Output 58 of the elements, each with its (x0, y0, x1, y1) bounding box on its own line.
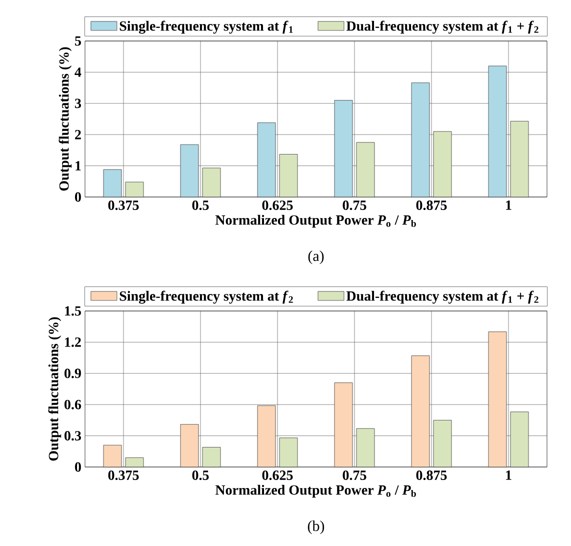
y-tick-label: 4 (74, 68, 82, 77)
bar (488, 332, 507, 468)
y-tick-label: 0 (75, 462, 81, 472)
bar (202, 168, 221, 198)
text: (b) (308, 520, 324, 534)
bar (180, 144, 199, 198)
bar (433, 420, 452, 468)
y-tick-label: 3 (75, 98, 81, 108)
bar (202, 447, 221, 468)
bar (510, 120, 529, 198)
bar (488, 66, 507, 198)
bar (510, 412, 529, 468)
bar (103, 444, 122, 468)
legend-label: Single-frequency system at f$_{2}$ (120, 290, 293, 304)
bar (279, 438, 298, 468)
legend-label: Dual-frequency system at f$_{1}$ + f$_{2}$ (346, 290, 538, 304)
y-tick-label: 2 (75, 130, 81, 140)
bar (356, 142, 375, 198)
legend-label: Single-frequency system at f$_{1}$ (120, 20, 293, 34)
y-axis-title: Output fluctuations (%) (48, 317, 62, 461)
x-tick-label: 0.375 (108, 200, 139, 210)
y-tick-label: 0.3 (64, 431, 81, 441)
bar (257, 405, 276, 468)
x-tick-label: 1 (506, 470, 512, 480)
y-tick-label: 0.9 (64, 368, 81, 378)
x-tick-label: 0.625 (262, 200, 293, 210)
bar (257, 122, 276, 198)
bar (103, 169, 122, 198)
y-tick-label: 0 (75, 192, 81, 202)
text: (a) (308, 250, 324, 264)
x-tick-label: 1 (506, 200, 512, 210)
y-tick-label: 1.5 (65, 306, 81, 316)
bar (279, 154, 298, 198)
x-axis-title: Normalized Output Power P$_{o}$ / P$_{b}$ (215, 214, 416, 228)
x-tick-label: 0.875 (416, 200, 447, 210)
bar (334, 382, 353, 468)
bar (411, 356, 430, 468)
y-tick-label: 0.6 (64, 400, 82, 410)
x-tick-label: 0.875 (416, 470, 447, 480)
y-tick-label: 1 (76, 161, 81, 170)
x-tick-label: 0.375 (108, 470, 139, 480)
bar (433, 131, 452, 198)
x-tick-label: 0.5 (192, 200, 209, 210)
x-axis-title: Normalized Output Power P$_{o}$ / P$_{b}$ (215, 484, 416, 498)
x-tick-label: 0.625 (262, 470, 293, 480)
x-tick-label: 0.75 (342, 200, 366, 210)
legend-label: Dual-frequency system at f$_{1}$ + f$_{2}$ (346, 20, 538, 34)
y-tick-label: 5 (75, 36, 81, 46)
bar (125, 182, 144, 198)
x-tick-label: 0.5 (192, 470, 209, 480)
bar (356, 428, 375, 468)
bar (180, 424, 199, 468)
y-tick-label: 1.2 (65, 337, 81, 347)
bar (125, 457, 144, 468)
y-axis-title: Output fluctuations (%) (58, 47, 72, 191)
x-tick-label: 0.75 (342, 470, 366, 480)
bar (334, 100, 353, 198)
bar (411, 82, 430, 198)
